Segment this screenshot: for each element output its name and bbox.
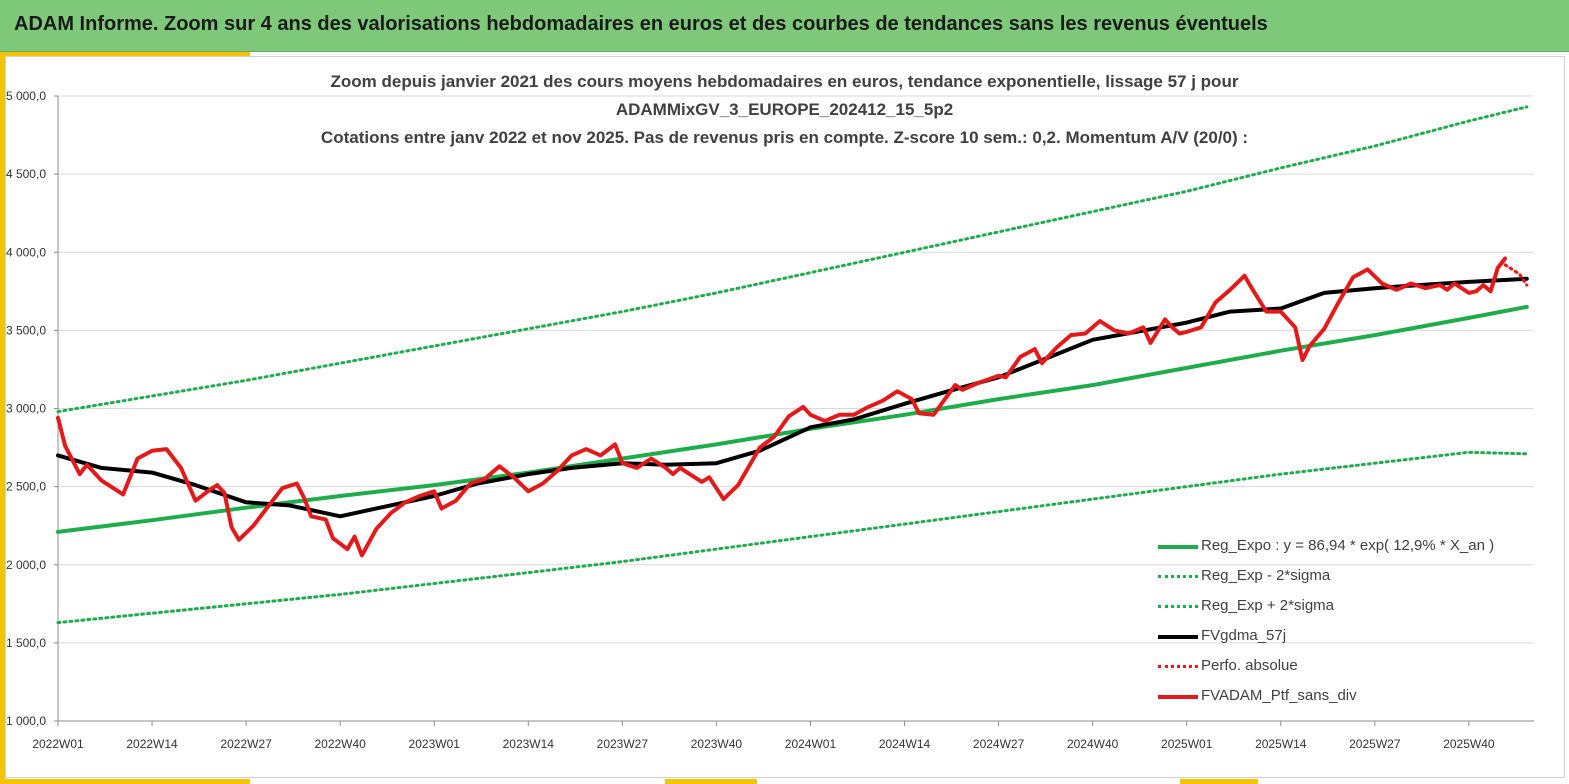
x-tick-label: 2025W27 [1349, 737, 1401, 751]
x-tick-label: 2024W14 [879, 737, 931, 751]
legend-swatch [1158, 575, 1198, 578]
x-tick-label: 2025W40 [1443, 737, 1495, 751]
legend-swatch [1158, 545, 1198, 549]
legend-item: Perfo. absolue [1158, 654, 1558, 678]
series-line-reg-exp-plus-2sigma [56, 105, 1529, 414]
x-tick-label: 2022W40 [314, 737, 366, 751]
header-banner: ADAM Informe. Zoom sur 4 ans des valoris… [0, 0, 1569, 52]
x-tick-label: 2025W14 [1255, 737, 1307, 751]
y-axis-ticks: 1 000,0 1 500,0 2 000,0 2 500,0 3 000,0 3 500… [6, 89, 59, 728]
legend-label: Reg_Exp + 2*sigma [1201, 597, 1334, 614]
series-lines [56, 105, 1529, 625]
legend-label: Perfo. absolue [1201, 657, 1298, 674]
y-tick-label: 3 000,0 [6, 402, 46, 416]
chart-title-line-2: ADAMMixGV_3_EUROPE_202412_15_5p2 [615, 100, 954, 119]
chart-title-line-1: Zoom depuis janvier 2021 des cours moyen… [330, 72, 1239, 91]
x-axis-ticks: 2022W01 2022W14 2022W27 2022W40 2023W01 2023W… [32, 720, 1534, 751]
series-line-reg-exp-minus-2sigma [56, 450, 1529, 625]
chart-frame [5, 56, 1565, 778]
legend-item: Reg_Expo : y = 86,94 * exp( 12,9% * X_an… [1158, 534, 1558, 558]
accent-bar-top [0, 52, 250, 56]
legend-item: FVADAM_Ptf_sans_div [1158, 684, 1558, 708]
legend-label: Reg_Exp - 2*sigma [1201, 567, 1331, 584]
y-tick-label: 2 000,0 [6, 558, 46, 572]
x-tick-label: 2022W27 [220, 737, 272, 751]
series-line-fvadam-ptf [56, 256, 1508, 558]
legend-label: FVADAM_Ptf_sans_div [1201, 687, 1357, 704]
y-tick-label: 4 000,0 [6, 245, 46, 259]
accent-bar-left [0, 52, 5, 784]
chart-title-line-3: Cotations entre janv 2022 et nov 2025. P… [320, 128, 1249, 147]
series-line-perfo-absolue [1503, 263, 1529, 287]
legend-label: FVgdma_57j [1201, 627, 1287, 644]
y-tick-label: 3 500,0 [6, 323, 46, 337]
legend-swatch [1158, 635, 1198, 639]
legend: Reg_Expo : y = 86,94 * exp( 12,9% * X_an… [1158, 534, 1558, 724]
x-tick-label: 2024W27 [973, 737, 1025, 751]
y-tick-label: 1 500,0 [6, 636, 46, 650]
x-tick-label: 2024W40 [1067, 737, 1119, 751]
y-tick-label: 5 000,0 [6, 89, 46, 103]
legend-item: Reg_Exp - 2*sigma [1158, 564, 1558, 588]
legend-item: Reg_Exp + 2*sigma [1158, 594, 1558, 618]
page-title: ADAM Informe. Zoom sur 4 ans des valoris… [14, 13, 1268, 35]
y-tick-label: 1 000,0 [6, 714, 46, 728]
gridlines [58, 95, 1534, 644]
x-tick-label: 2022W14 [126, 737, 178, 751]
y-tick-label: 4 500,0 [6, 167, 46, 181]
accent-bar-bottom-right [1180, 779, 1258, 784]
x-tick-label: 2024W01 [785, 737, 837, 751]
x-tick-label: 2023W14 [503, 737, 555, 751]
series-line-fvgdma-57j [56, 276, 1529, 519]
x-tick-label: 2022W01 [32, 737, 84, 751]
legend-item: FVgdma_57j [1158, 624, 1558, 648]
x-tick-label: 2023W27 [597, 737, 649, 751]
legend-label: Reg_Expo : y = 86,94 * exp( 12,9% * X_an… [1201, 537, 1495, 554]
accent-bar-bottom-left [0, 779, 250, 784]
legend-swatch [1158, 695, 1198, 699]
x-tick-label: 2025W01 [1161, 737, 1213, 751]
legend-swatch [1158, 665, 1198, 668]
y-tick-label: 2 500,0 [6, 480, 46, 494]
accent-bar-bottom-middle [665, 779, 757, 784]
x-tick-label: 2023W01 [409, 737, 461, 751]
legend-swatch [1158, 605, 1198, 608]
x-tick-label: 2023W40 [691, 737, 743, 751]
series-line-reg-expo [56, 304, 1529, 534]
